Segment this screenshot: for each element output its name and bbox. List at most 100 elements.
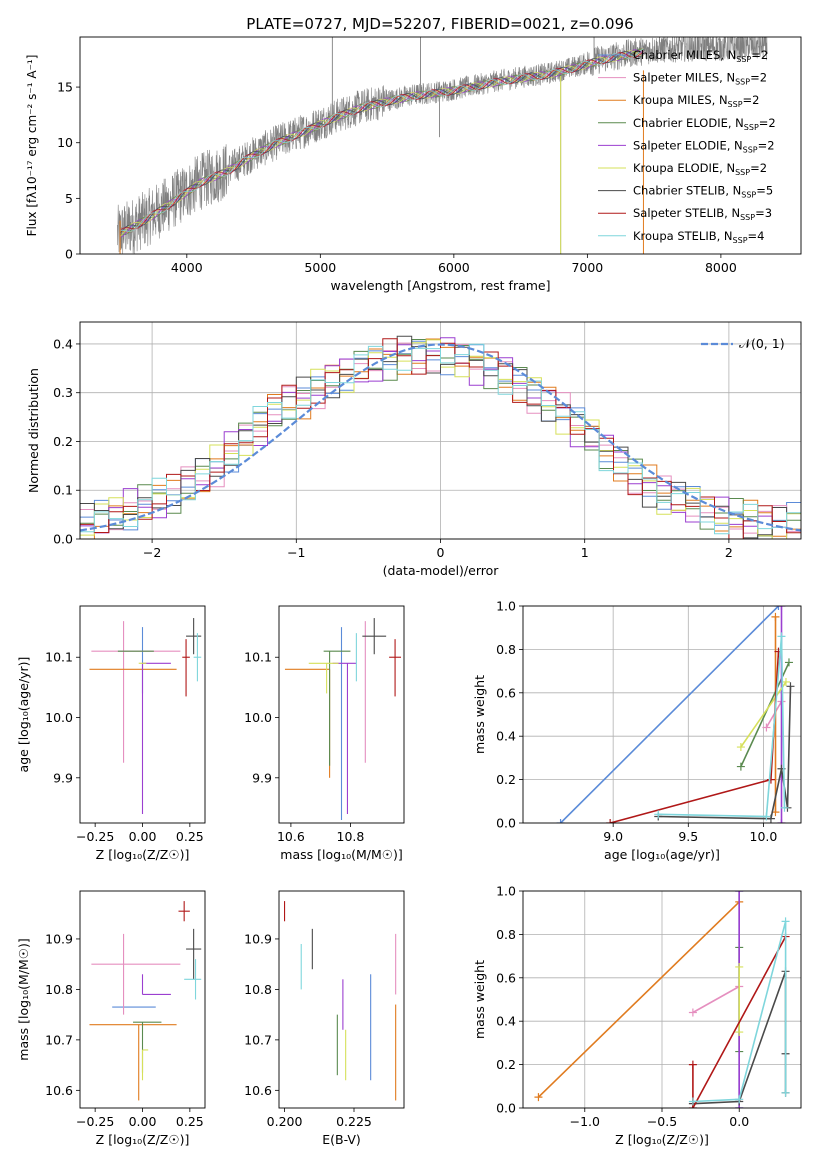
mass_vs_ebv-frame [278,890,405,1109]
x-tick-label: 0.00 [129,1114,157,1129]
legend-entry-label: Salpeter ELODIE, NSSP=2 [633,138,775,154]
age_vs_Z-xlabel: Z [log₁₀(Z/Z☉)] [96,847,190,862]
spectrum-plot-area [117,37,768,254]
legend-label-main: Kroupa STELIB, N [633,229,733,243]
weight-marker [688,1060,697,1069]
spectrum-xlabel: wavelength [Angstrom, rest frame] [330,278,550,293]
mass_vs_ebv-axes: 0.200 0.225 10.6 10.7 10.8 10.9 E(B-V) [244,890,405,1147]
y-tick-label: 10.6 [244,1083,272,1098]
x-tick-label: 0.25 [176,1114,204,1129]
weight-line-chabrier-miles [560,606,780,823]
y-tick-label: 0.8 [496,642,516,657]
weight-marker [606,819,615,823]
y-tick-label: 10.6 [45,1083,73,1098]
y-tick-label: 10.7 [45,1032,73,1047]
y-tick-label: 0.2 [53,434,73,449]
legend-label-main: Chabrier MILES, N [633,48,736,62]
legend-label-count: =2 [750,71,767,85]
legend-label-count: =5 [756,184,773,198]
weight-marker [735,891,744,895]
legend-entry-label: Kroupa ELODIE, NSSP=2 [633,161,767,177]
weight-marker [777,819,786,823]
y-tick-label: 10.9 [45,931,73,946]
y-tick-label: 0.6 [496,685,516,700]
x-tick-label: 2 [725,545,733,560]
weight-marker [735,1095,744,1104]
weight-marker [781,917,790,926]
legend-label-subscript: SSP [733,236,748,245]
weight-line-kroupa-stelib [692,921,787,1103]
legend-label-subscript: SSP [735,78,750,87]
y-tick-label: 10.8 [244,982,272,997]
weight-line-kroupa-stelib [658,636,786,818]
legend-label-count: =2 [759,116,776,130]
y-tick-label: 0.6 [496,970,516,985]
residual_histogram-xlabel: (data-model)/error [383,563,500,578]
mass_weight_vs_age-ylabel: mass weight [472,675,487,754]
weight-marker [780,803,789,812]
y-tick-label: 0.4 [53,336,73,351]
mass_weight_vs_age-axes: 9.0 9.5 10.0 0.0 0.2 0.4 0.6 0.8 1.0 age [log₁₀(a… [472,599,802,862]
legend-label-count: =2 [758,138,775,152]
y-tick-label: 15 [57,80,73,95]
legend-entry-label: Salpeter STELIB, NSSP=3 [633,206,772,222]
mass_weight_vs_Z-ylabel: mass weight [472,960,487,1039]
y-tick-label: 0.0 [496,816,516,831]
y-tick-label: 0.0 [53,532,73,547]
legend-label-count: =2 [743,93,760,107]
x-tick-label: −0.25 [76,829,114,844]
age_vs_Z-axes: −0.25 0.00 0.25 9.9 10.0 10.1 Z [log₁₀(Z/Z☉)] a… [16,605,206,862]
mass_vs_ebv-plot-area [284,901,397,1101]
weight-marker [786,682,795,691]
legend-label-main: Chabrier STELIB, N [633,184,741,198]
legend-label-subscript: SSP [735,168,750,177]
legend-label-main: Salpeter STELIB, N [633,206,740,220]
weight-line-salpeter-stelib [609,651,780,823]
weight-marker [534,1093,543,1102]
x-tick-label: 8000 [705,260,737,275]
y-tick-label: 10.7 [244,1032,272,1047]
weight-marker [735,1028,744,1037]
legend-entry-label: Chabrier ELODIE, NSSP=2 [633,116,776,132]
mass_weight_vs_Z-xlabel: Z [log₁₀(Z/Z☉)] [615,1132,709,1147]
y-tick-label: 0 [65,247,73,262]
x-tick-label: 0 [437,545,445,560]
x-tick-label: 10.8 [337,829,365,844]
y-tick-label: 10.8 [45,982,73,997]
y-tick-label: 0.3 [53,385,73,400]
legend-label-count: =3 [755,206,772,220]
mass_vs_Z-axes: −0.25 0.00 0.25 10.6 10.7 10.8 10.9 Z [log₁₀(Z/… [16,890,206,1147]
y-tick-label: 0.4 [496,1014,516,1029]
weight-line-kroupa-elodie [740,681,787,748]
spectrum-axes: 4000 5000 6000 7000 8000 0 5 10 15 wavelength [An… [25,36,802,293]
age_vs_mass-xlabel: mass [log₁₀(M/M☉)] [280,847,402,862]
spectrum-frame [79,36,802,255]
x-tick-label: 4000 [171,260,203,275]
legend-label-subscript: SSP [744,123,759,132]
x-tick-label: 5000 [304,260,336,275]
legend-entry-label: Chabrier STELIB, NSSP=5 [633,184,773,200]
legend-entry-label: Chabrier MILES, NSSP=2 [633,48,768,64]
weight-marker [736,762,745,771]
weight-marker [688,1097,697,1106]
model-spectrum-kroupa-stelib [120,48,644,232]
legend-label-main: Salpeter ELODIE, N [633,138,743,152]
residual_histogram-axes: −2 −1 0 1 2 0.0 0.1 0.2 0.3 0.4 (data-model)/error… [26,321,802,578]
legend-label-count: =2 [751,48,768,62]
y-tick-label: 10.0 [45,710,73,725]
weight-marker [777,606,786,610]
model-spectrum-kroupa-elodie [119,50,644,238]
x-tick-label: 9.0 [603,829,623,844]
mass_vs_Z-ylabel: mass [log₁₀(M/M☉)] [16,938,31,1060]
residual_histogram-plot-area [80,335,801,539]
mass_vs_ebv-xlabel: E(B-V) [322,1132,361,1147]
y-tick-label: 10 [57,135,73,150]
y-tick-label: 10.0 [244,710,272,725]
x-tick-label: 0.225 [336,1114,372,1129]
legend-label-count: =2 [750,161,767,175]
legend-entry-label: Kroupa MILES, NSSP=2 [633,93,759,109]
x-tick-label: 7000 [571,260,603,275]
model-spectrum-salpeter-stelib [119,51,644,231]
model-spectrum-chabrier-stelib [119,51,644,234]
